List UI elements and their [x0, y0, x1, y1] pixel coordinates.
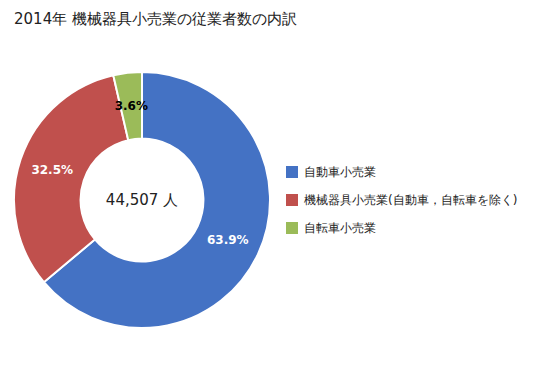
legend-entry: 機械器具小売業(自動車，自転車を除く): [304, 193, 517, 207]
data-label: 32.5%: [31, 163, 73, 177]
legend-swatch: [286, 166, 298, 178]
slices: [14, 72, 270, 328]
legend-swatch: [286, 194, 298, 206]
chart: 2014年 機械器具小売業の従業者数の内訳 63.9% 32.5% 3.6% 44,50…: [0, 0, 560, 366]
legend-entry: 自転車小売業: [304, 221, 376, 235]
legend-swatch: [286, 222, 298, 234]
data-label: 63.9%: [207, 233, 249, 247]
data-labels: 63.9% 32.5% 3.6%: [31, 99, 248, 247]
center-annotation: 44,507 人: [106, 191, 178, 209]
data-label: 3.6%: [115, 99, 148, 113]
legend-entry: 自動車小売業: [304, 165, 376, 179]
title: 2014年 機械器具小売業の従業者数の内訳: [14, 10, 297, 28]
background: [0, 0, 560, 366]
chart-container: 2014年 機械器具小売業の従業者数の内訳 63.9% 32.5% 3.6% 44,50…: [0, 0, 560, 366]
slice: [14, 75, 128, 282]
legend: 自動車小売業機械器具小売業(自動車，自転車を除く) 自転車小売業: [286, 165, 517, 235]
